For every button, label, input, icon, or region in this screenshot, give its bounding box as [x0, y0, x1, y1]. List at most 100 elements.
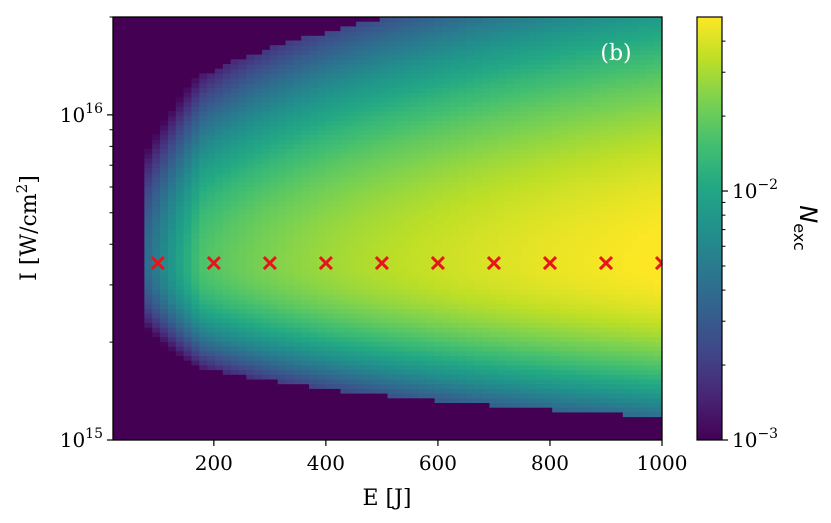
heatmap-cell — [379, 78, 389, 84]
heatmap-cell — [387, 242, 396, 248]
heatmap-cell — [332, 87, 342, 93]
heatmap-cell — [418, 346, 428, 352]
heatmap-cell — [167, 111, 177, 117]
heatmap-cell — [638, 261, 647, 267]
heatmap-cell — [473, 54, 483, 60]
heatmap-cell — [222, 247, 232, 253]
heatmap-cell — [442, 214, 451, 220]
heatmap-cell — [591, 336, 600, 342]
heatmap-cell — [520, 31, 530, 37]
heatmap-cell — [411, 17, 420, 23]
heatmap-cell — [332, 317, 342, 324]
heatmap-cell — [144, 237, 153, 244]
heatmap-cell — [277, 247, 287, 253]
heatmap-cell — [411, 317, 420, 324]
heatmap-cell — [465, 96, 475, 103]
heatmap-cell — [520, 261, 530, 267]
heatmap-cell — [489, 294, 498, 300]
heatmap-cell — [536, 284, 545, 291]
heatmap-cell — [544, 35, 553, 42]
heatmap-cell — [387, 143, 396, 150]
heatmap-cell — [520, 336, 530, 342]
heatmap-cell — [403, 148, 412, 154]
heatmap-cell — [324, 209, 334, 215]
heatmap-cell — [254, 364, 263, 371]
heatmap-cell — [560, 350, 569, 356]
heatmap-cell — [575, 214, 585, 220]
heatmap-cell — [230, 346, 240, 352]
heatmap-cell — [544, 322, 553, 328]
heatmap-cell — [505, 256, 514, 262]
heatmap-cell — [246, 205, 255, 211]
heatmap-cell — [442, 228, 451, 234]
heatmap-cell — [614, 233, 624, 239]
heatmap-cell — [160, 209, 169, 215]
heatmap-cell — [356, 364, 365, 371]
heatmap-cell — [324, 125, 334, 131]
heatmap-cell — [175, 115, 185, 121]
heatmap-cell — [262, 186, 271, 192]
heatmap-cell — [473, 40, 483, 46]
heatmap-cell — [207, 125, 216, 131]
heatmap-cell — [512, 275, 522, 281]
heatmap-cell — [426, 54, 436, 60]
heatmap-cell — [418, 40, 428, 46]
heatmap-cell — [309, 266, 318, 272]
heatmap-cell — [544, 275, 553, 281]
heatmap-cell — [458, 17, 467, 23]
heatmap-cell — [230, 237, 240, 244]
heatmap-cell — [152, 153, 161, 159]
heatmap-cell — [560, 167, 569, 173]
heatmap-cell — [654, 284, 662, 291]
heatmap-cell — [340, 299, 349, 305]
heatmap-cell — [520, 205, 530, 211]
heatmap-cell — [536, 162, 545, 168]
heatmap-cell — [340, 176, 349, 183]
heatmap-cell — [301, 256, 310, 262]
heatmap-cell — [583, 289, 593, 295]
heatmap-cell — [458, 111, 467, 117]
heatmap-cell — [458, 106, 467, 112]
heatmap-cell — [309, 341, 318, 347]
heatmap-cell — [277, 190, 287, 197]
heatmap-cell — [348, 49, 357, 56]
heatmap-cell — [363, 237, 373, 244]
heatmap-cell — [583, 125, 593, 131]
heatmap-cell — [332, 92, 342, 98]
heatmap-cell — [473, 111, 483, 117]
heatmap-cell — [387, 64, 396, 70]
heatmap-cell — [442, 233, 451, 239]
heatmap-cell — [324, 350, 334, 356]
heatmap-cell — [214, 205, 224, 211]
heatmap-cell — [371, 54, 381, 60]
heatmap-cell — [567, 200, 577, 206]
heatmap-cell — [191, 158, 200, 164]
heatmap-cell — [622, 303, 632, 309]
heatmap-cell — [277, 378, 287, 385]
heatmap-cell — [214, 134, 224, 140]
heatmap-cell — [277, 294, 287, 300]
heatmap-cell — [654, 26, 662, 32]
heatmap-cell — [332, 308, 342, 314]
heatmap-cell — [246, 294, 255, 300]
heatmap-cell — [622, 233, 632, 239]
heatmap-cell — [622, 219, 632, 225]
heatmap-cell — [646, 313, 655, 319]
heatmap-cell — [214, 331, 224, 338]
heatmap-cell — [293, 378, 302, 385]
heatmap-cell — [316, 205, 326, 211]
heatmap-cell — [630, 49, 640, 56]
heatmap-cell — [411, 341, 420, 347]
heatmap-cell — [614, 252, 624, 258]
heatmap-cell — [316, 252, 326, 258]
heatmap-cell — [183, 162, 193, 168]
heatmap-cell — [654, 303, 662, 309]
heatmap-cell — [458, 322, 467, 328]
heatmap-cell — [473, 176, 483, 183]
heatmap-cell — [560, 129, 569, 136]
heatmap-cell — [301, 350, 310, 356]
heatmap-cell — [222, 266, 232, 272]
heatmap-cell — [301, 82, 310, 89]
heatmap-cell — [630, 303, 640, 309]
heatmap-cell — [222, 181, 232, 187]
